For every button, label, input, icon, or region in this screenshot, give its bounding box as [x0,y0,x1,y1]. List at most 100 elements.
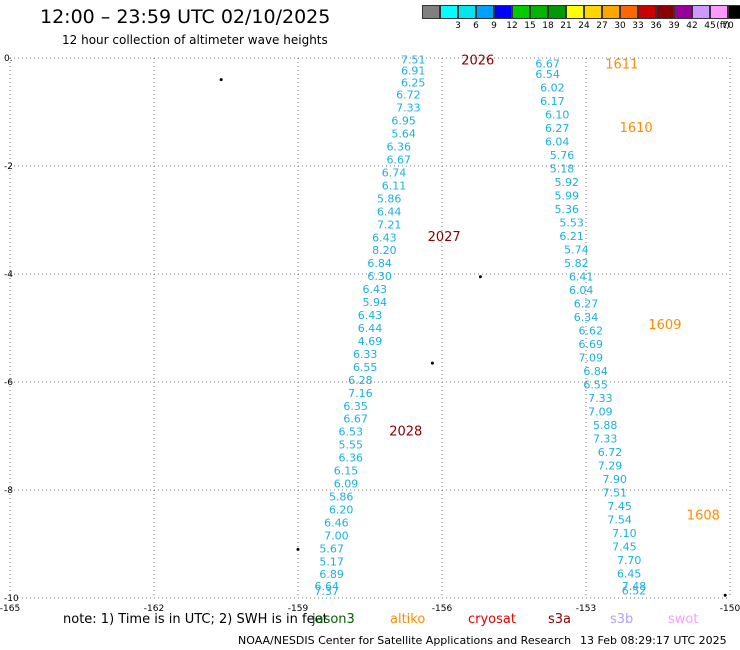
chart-subtitle: 12 hour collection of altimeter wave hei… [62,33,328,47]
colorbar-swatch [692,5,710,19]
wave-height-label: 6.72 [598,446,623,459]
wave-height-label: 6.69 [579,338,604,351]
wave-height-label: 5.94 [363,296,388,309]
wave-height-label: 6.44 [358,322,383,335]
credit-line: NOAA/NESDIS Center for Satellite Applica… [238,634,572,647]
island-marker [296,547,300,551]
colorbar-swatch [656,5,674,19]
wave-height-label: 5.82 [564,257,589,270]
colorbar-swatch [530,5,548,19]
satellite-legend-item: jason3 [312,612,355,627]
satellite-legend-item: cryosat [468,612,516,627]
x-tick-label: -159 [288,604,309,614]
wave-height-label: 7.37 [315,585,340,598]
wave-height-label: 6.21 [559,230,584,243]
colorbar-tick-label: 21 [560,21,572,31]
wave-height-label: 7.09 [588,406,613,419]
colorbar-swatch [584,5,602,19]
wave-height-label: 6.54 [535,68,560,81]
wave-height-label: 6.04 [545,136,570,149]
wave-height-label: 7.90 [603,473,628,486]
wave-height-label: 6.72 [396,89,421,102]
generated-timestamp: 13 Feb 08:29:17 UTC 2025 [580,634,727,647]
wave-height-label: 6.89 [319,568,344,581]
colorbar-tick-label: 39 [668,21,680,31]
satellite-legend-item: s3a [548,612,572,627]
colorbar-swatch [674,5,692,19]
wave-height-label: 6.35 [343,400,368,413]
island-marker [430,361,434,365]
wave-height-label: 6.67 [535,57,560,70]
chart-title: 12:00 – 23:59 UTC 02/10/2025 [40,6,331,28]
wave-height-label: 6.43 [358,309,383,322]
wave-height-label: 6.55 [583,379,608,392]
island-marker [219,78,223,82]
colorbar-swatch [728,5,740,19]
y-tick-label: 0. [4,54,13,64]
colorbar-tick-label: 30 [614,21,626,31]
wave-height-label: 6.11 [382,179,407,192]
y-tick-label: -10 [4,594,19,604]
colorbar-tick-label: 6 [473,21,479,31]
colorbar-swatch [620,5,638,19]
wave-height-label: 6.45 [617,568,642,581]
wave-height-label: 7.54 [607,514,632,527]
wave-height-label: 5.17 [319,555,344,568]
pass-number-label: 2026 [461,54,494,69]
pass-number-label: 1611 [605,57,638,72]
colorbar-tick-label: 33 [632,21,644,31]
x-tick-label: -162 [144,604,164,614]
colorbar-swatch [566,5,584,19]
y-tick-label: -6 [4,378,13,388]
wave-height-label: 6.44 [377,205,402,218]
colorbar-tick-label: 27 [596,21,608,31]
wave-height-label: 6.28 [348,374,373,387]
wave-height-label: 5.53 [559,217,584,230]
pass-number-label: 1610 [620,121,653,136]
wave-height-label: 7.70 [617,554,642,567]
colorbar-tick-label: 24 [578,21,590,31]
colorbar-swatch [548,5,566,19]
wave-height-label: 6.43 [372,231,397,244]
colorbar-tick-label: 36 [650,21,662,31]
wave-height-label: 6.64 [315,580,340,593]
wave-height-label: 7.16 [348,387,373,400]
wave-height-label: 7.00 [324,529,349,542]
colorbar-tick-label: 42 [686,21,698,31]
wave-height-label: 6.02 [540,82,565,95]
satellite-legend-item: s3b [610,612,634,627]
colorbar-swatch [710,5,728,19]
colorbar-swatch [422,5,440,19]
wave-height-label: 6.43 [363,283,388,296]
wave-height-label: 5.55 [339,439,364,452]
wave-height-label: 5.86 [377,192,402,205]
colorbar-swatch [602,5,620,19]
wave-height-label: 6.67 [387,154,412,167]
satellite-legend-item: altiko [390,612,426,627]
wave-height-label: 6.33 [353,348,378,361]
wave-height-label: 6.10 [545,109,570,122]
wave-height-label: 5.99 [555,190,580,203]
wave-height-label: 7.33 [588,392,613,405]
wave-height-label: 6.25 [401,76,426,89]
colorbar-unit: (ft) [716,21,730,31]
wave-height-label: 6.41 [569,271,594,284]
colorbar-swatch [476,5,494,19]
wave-height-label: 4.69 [358,335,383,348]
wave-height-label: 6.27 [545,122,570,135]
x-tick-label: -153 [576,604,596,614]
island-marker [723,593,727,597]
wave-height-label: 6.91 [401,64,426,77]
wave-height-label: 5.86 [329,490,354,503]
wave-height-label: 6.53 [339,426,364,439]
colorbar-swatch [494,5,512,19]
colorbar-tick-label: 9 [491,21,497,31]
y-tick-label: -2 [4,162,13,172]
wave-height-label: 5.74 [564,244,589,257]
wave-height-label: 6.46 [324,516,349,529]
wave-height-label: 6.30 [367,270,392,283]
wave-height-label: 6.95 [391,115,416,128]
wave-height-label: 6.34 [574,311,599,324]
satellite-legend-item: swot [668,612,699,627]
